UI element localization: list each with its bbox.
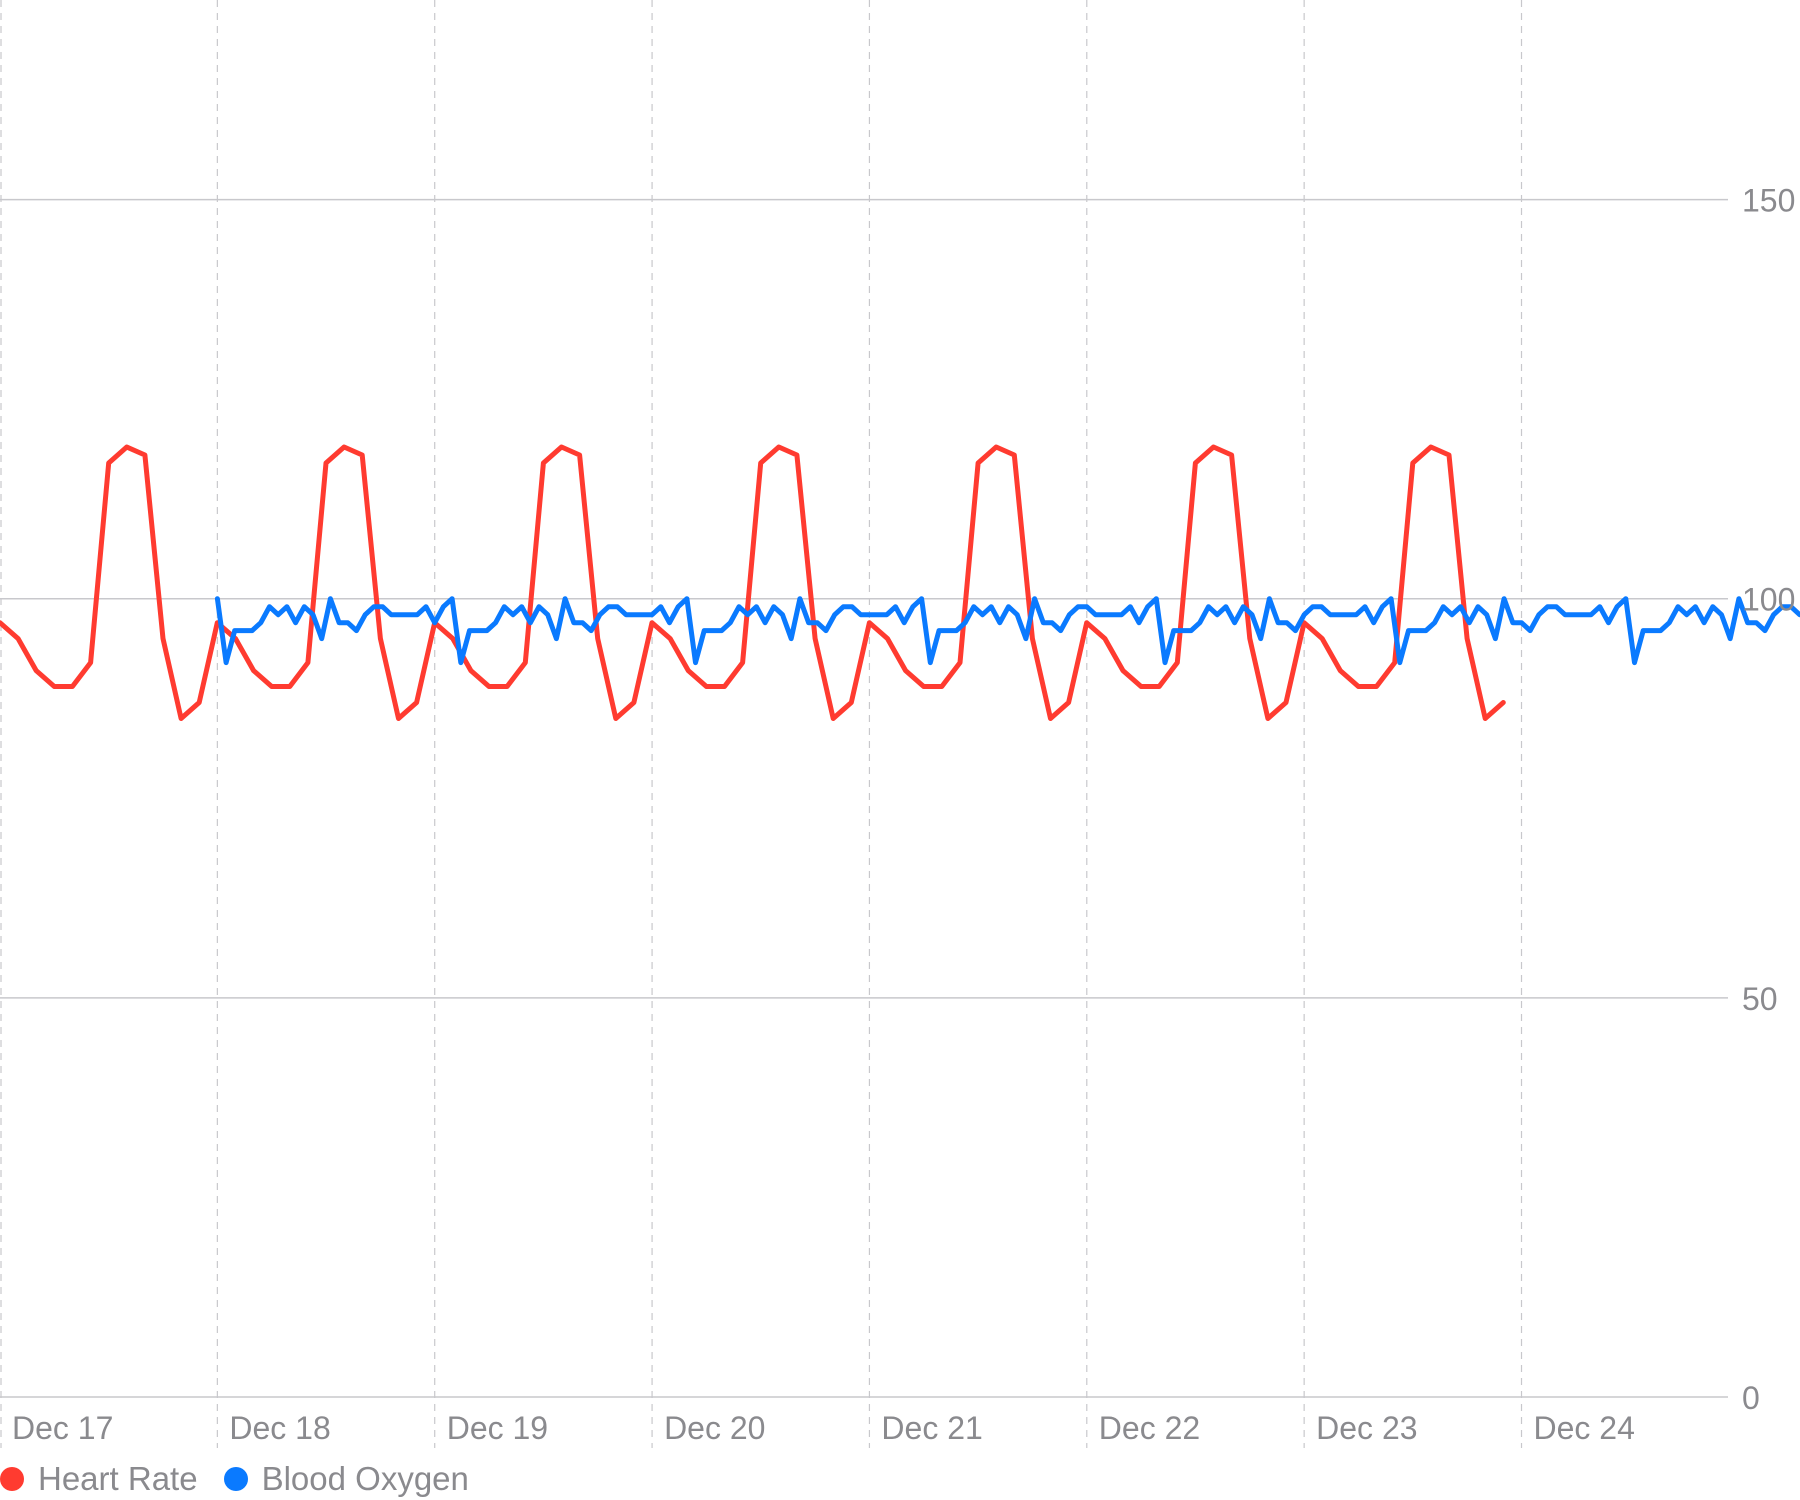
series-line-heart-rate	[0, 444, 1506, 721]
x-tick-label: Dec 19	[447, 1410, 548, 1446]
heart-rate-dot-icon	[0, 1467, 24, 1491]
legend: Heart Rate Blood Oxygen	[0, 1460, 495, 1498]
legend-label-blood-oxygen: Blood Oxygen	[261, 1460, 469, 1497]
y-tick-label: 150	[1742, 183, 1795, 219]
x-tick-label: Dec 17	[12, 1410, 113, 1446]
x-tick-label: Dec 20	[664, 1410, 765, 1446]
chart: 0 50 100 150 Dec 17 Dec 18 Dec 19 Dec 20 Dec 21 D…	[0, 0, 1800, 1448]
x-tick-label: Dec 21	[881, 1410, 982, 1446]
legend-item-blood-oxygen: Blood Oxygen	[223, 1460, 469, 1498]
grid-layer	[0, 0, 1728, 1448]
x-tick-label: Dec 22	[1099, 1410, 1200, 1446]
legend-label-heart-rate: Heart Rate	[38, 1460, 198, 1497]
legend-item-heart-rate: Heart Rate	[0, 1460, 198, 1498]
y-tick-label: 100	[1742, 582, 1795, 618]
x-tick-label: Dec 24	[1534, 1410, 1635, 1446]
x-tick-label: Dec 18	[229, 1410, 330, 1446]
y-tick-label: 0	[1742, 1380, 1760, 1416]
blood-oxygen-dot-icon	[223, 1467, 248, 1491]
series-layer	[0, 444, 1800, 721]
x-tick-label: Dec 23	[1316, 1410, 1417, 1446]
y-tick-label: 50	[1742, 981, 1778, 1017]
label-layer: 0 50 100 150 Dec 17 Dec 18 Dec 19 Dec 20 Dec 21 D…	[12, 183, 1795, 1446]
series-line-blood-oxygen	[214, 596, 1800, 666]
